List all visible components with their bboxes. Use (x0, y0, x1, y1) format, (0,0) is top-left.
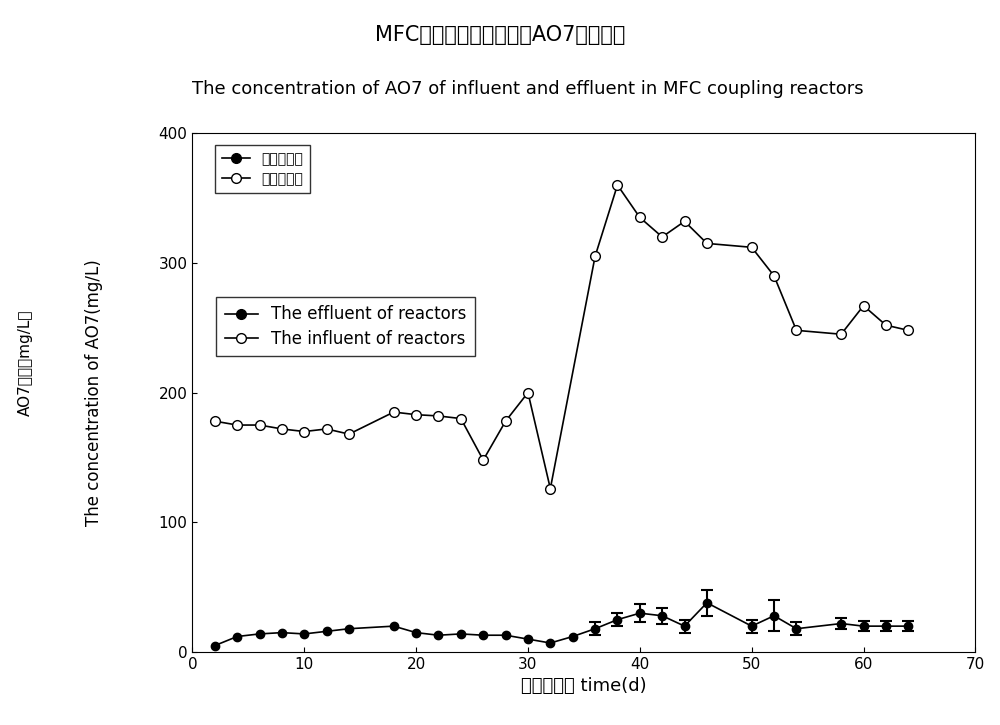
Legend: The effluent of reactors, The influent of reactors: The effluent of reactors, The influent o… (216, 297, 475, 357)
X-axis label: 时间（天） time(d): 时间（天） time(d) (521, 677, 647, 695)
Text: AO7浓度（mg/L）: AO7浓度（mg/L） (17, 310, 32, 415)
Y-axis label: The concentration of AO7(mg/L): The concentration of AO7(mg/L) (85, 260, 103, 526)
Text: MFC耦合反应器中进出水AO7浓度比较: MFC耦合反应器中进出水AO7浓度比较 (375, 25, 625, 46)
Text: The concentration of AO7 of influent and effluent in MFC coupling reactors: The concentration of AO7 of influent and… (192, 80, 864, 99)
